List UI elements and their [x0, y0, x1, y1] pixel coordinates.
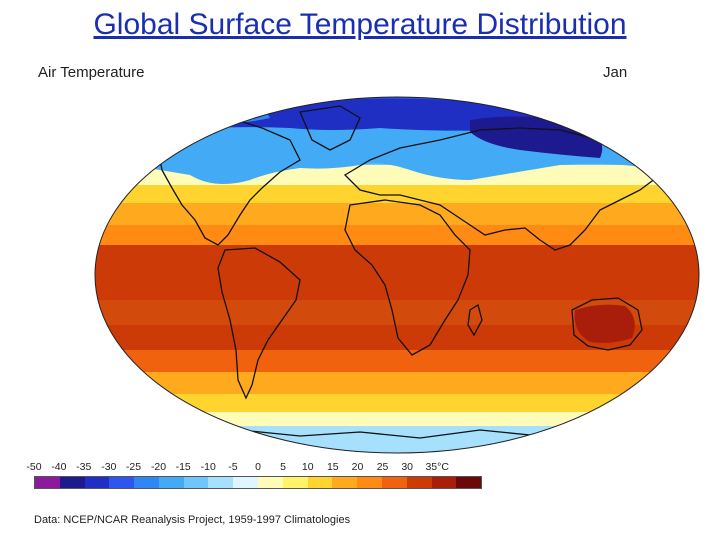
tick-label: 15 [326, 461, 339, 473]
tick-label: -40 [51, 461, 67, 473]
tick-label: -5 [228, 461, 238, 473]
data-source: Data: NCEP/NCAR Reanalysis Project, 1959… [34, 514, 351, 526]
colorbar-swatch [258, 477, 283, 488]
australia-heat [574, 304, 635, 343]
colorbar-swatch [431, 477, 457, 488]
colorbar-swatch [109, 477, 135, 488]
warm-band-south [95, 372, 699, 394]
warm-band-north [95, 203, 699, 225]
tick-label: 25 [376, 461, 389, 473]
tick-label: -30 [101, 461, 117, 473]
tick-label: 10 [301, 461, 314, 473]
colorbar-labels: -50 -40 -35 -30 -25 -20 -15 -10 -5 0 5 1… [26, 461, 482, 475]
antarctic-band [95, 426, 699, 453]
colorbar-swatch [282, 477, 308, 488]
tick-label: -15 [175, 461, 191, 473]
tick-label: 30 [401, 461, 414, 473]
colorbar-swatch [456, 477, 482, 488]
page-title: Global Surface Temperature Distribution [93, 8, 627, 41]
tick-label: -35 [76, 461, 92, 473]
tick-label: 0 [255, 461, 261, 473]
colorbar-swatch [406, 477, 432, 488]
colorbar-swatch [381, 477, 407, 488]
tick-label: 35°C [425, 461, 449, 473]
tick-label: -25 [125, 461, 142, 473]
colorbar-swatch [183, 477, 209, 488]
subtropic-band-north [95, 225, 699, 245]
continent-outlines [157, 105, 661, 441]
subtropic-band-south [95, 350, 699, 372]
colorbar-swatch [35, 477, 60, 488]
colorbar-swatch [158, 477, 184, 488]
temperature-colorbar [34, 476, 482, 489]
colorbar-swatch [59, 477, 85, 488]
tick-label: -10 [200, 461, 216, 473]
colorbar-swatch [357, 477, 382, 488]
globe-outline [94, 96, 700, 454]
cool-band-south [95, 412, 699, 426]
colorbar-swatch [208, 477, 234, 488]
colorbar-swatch [332, 477, 358, 488]
tick-label: -50 [26, 461, 42, 473]
colorbar-swatch [84, 477, 110, 488]
month-label: Jan [603, 64, 628, 81]
tick-label: 5 [280, 461, 286, 473]
colorbar-swatch [134, 477, 159, 488]
mild-band-north [95, 185, 699, 203]
canada-region [170, 99, 270, 123]
map-label: Air Temperature [38, 64, 145, 81]
colorbar-swatch [233, 477, 259, 488]
tick-label: -20 [150, 461, 167, 473]
colorbar-swatch [307, 477, 333, 488]
tick-label: 20 [351, 461, 364, 473]
